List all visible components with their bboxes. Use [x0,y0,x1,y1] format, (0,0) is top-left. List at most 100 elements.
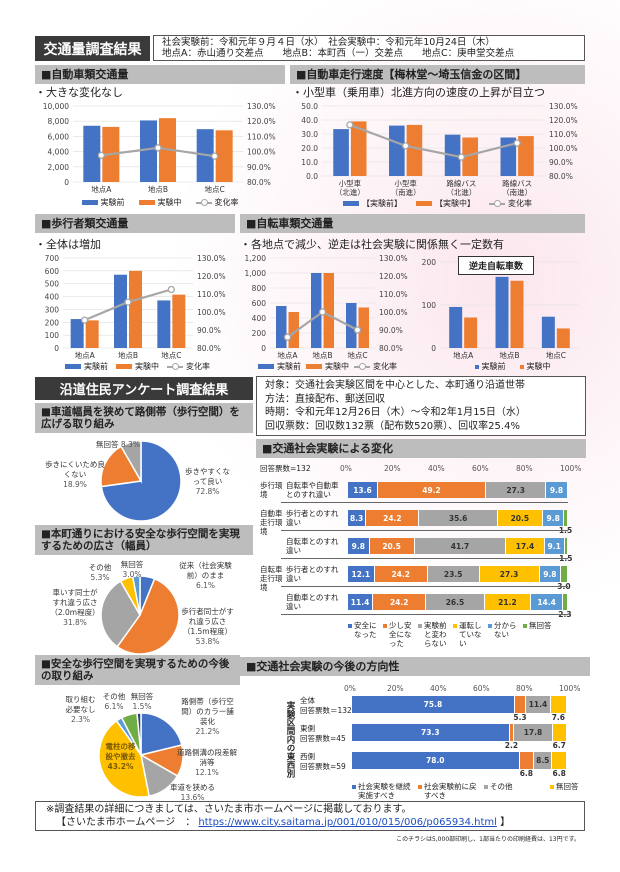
y-tick-label: 2,000 [48,163,70,172]
y-tick-label: 6,000 [48,132,70,141]
y2-tick-label: 120.0% [379,272,408,281]
legend-before: 実験前 [81,197,125,208]
row-sublabel: 回答票数＝132 [300,705,352,715]
stacked-segment: 11.4 [526,696,551,713]
survey-title: 沿道住民アンケート調査結果 [35,377,253,400]
x-category-label: 地点B [148,184,168,194]
pie3-chart [98,712,184,798]
car-speed-header: ■自動車走行速度【梅林堂～埼玉信金の区間】 [290,65,585,84]
stacked-segment: 1.5 [559,510,572,535]
y-tick-label: 200 [422,258,437,267]
change-chart: 回答票数=132 0% 20% 40% 60% 80% 100% 13.6 49.2 27.3 9.… [256,462,591,652]
legend-item: 分からない [488,621,517,648]
y-tick-label: 40.0 [301,116,318,125]
y-tick-label: 0 [431,344,436,353]
y-tick-label: 0 [261,344,266,353]
legend-during: 実験中 [519,361,551,372]
row-label: 西側 [300,751,315,761]
bar-before [449,306,463,348]
y2-tick-label: 100.0% [247,148,276,157]
stacked-legend: 社会実験を継続実施すべき 社会実験前に戻すべき その他 無回答 [352,782,610,800]
segment-value: 6.8 [552,769,566,778]
x-category-label: 小型車（北進） [335,178,365,197]
legend-item: 社会実験を継続実施すべき [352,782,412,800]
pie1-label-good: 歩きやすくなって良い 72.8% [185,467,230,496]
footer-note: ※調査結果の詳細につきましては、さいたま市ホームページに掲載しております。 [46,804,412,815]
x-tick-label: 20% [387,684,404,693]
stacked-segment: 8.3 [348,510,367,526]
bike-volume-legend: 実験前 実験中 変化率 [240,361,415,372]
legend-item: 社会実験前に戻すべき [418,782,478,800]
homepage-link[interactable]: https://www.city.saitama.jp/001/010/015/… [198,816,497,828]
stacked-segment: 27.3 [479,566,540,582]
rate-point [318,308,327,316]
bar-during [358,307,369,348]
bar-during [556,328,570,348]
rate-point [167,285,175,294]
bar-during [129,270,142,348]
stacked-segment: 6.7 [552,724,567,750]
rate-point [124,298,132,306]
pie-slice [116,577,180,655]
x-tick-label: 60% [473,684,490,693]
legend-before: 実験前 [258,361,301,372]
stacked-segment: 23.5 [427,566,480,582]
y-tick-label: 1,200 [245,254,267,263]
legend-rate: 変化率 [354,361,397,372]
stacked-segment: 17.8 [514,724,553,741]
stacked-segment: 9.8 [539,566,562,582]
bar-before [541,316,555,348]
car-volume-note: ・大きな変化なし [35,86,123,99]
x-category-label: 地点A [91,184,112,194]
y-tick-label: 4,000 [48,148,70,157]
row-divider [281,530,568,531]
pie-slice [100,580,141,648]
legend-item: その他 [484,782,544,800]
row-label: 自転車とのすれ違い [286,537,339,555]
y2-tick-label: 120.0% [549,116,578,125]
pie-slice [140,712,183,756]
row-label: 自転車や自動車とのすれ違い [286,481,339,499]
x-tick-label: 20% [384,464,401,473]
y2-tick-label: 120.0% [247,117,276,126]
y2-tick-label: 100.0% [379,308,408,317]
legend-before: 実験前 [474,361,506,372]
bar-during [323,273,334,348]
ped-volume-header: ■歩行者類交通量 [35,214,235,233]
bike-volume-note: ・各地点で減少、逆走は社会実験に関係無く一定数有 [240,238,504,251]
stacked-segment: 11.4 [348,594,374,610]
stacked-segment: 24.2 [373,594,427,610]
bar-during [215,130,233,182]
stacked-segment: 12.1 [348,566,375,582]
stacked-row: 12.1 24.2 23.5 27.3 9.8 3.0 [348,566,571,591]
future-chart: 0% 20% 40% 60% 80% 100% 75.8 5.3 11.4 7.6 全体 回答票数＝1… [240,682,590,800]
bar-during [85,320,99,348]
stacked-segment: 17.4 [506,538,545,554]
rate-point [283,333,292,341]
pie-slice [120,440,142,484]
footer-suffix: 】 [500,816,511,828]
y2-tick-label: 80.0% [379,344,403,353]
footer-link-line: 【さいたま市ホームページ ： https://www.city.saitama.… [46,817,574,830]
car-volume-legend: 実験前 実験中 変化率 [35,197,285,208]
y2-tick-label: 90.0% [247,163,271,172]
pie2-label-none: 無回答 3.0% [120,560,144,579]
row-divider [281,558,568,559]
x-category-label: 地点B [118,350,138,360]
pie2-label-current: 従来（社会実験前）のまま 6.1% [179,561,232,590]
row-group-label: 自転車走行環境 [260,565,283,592]
rate-point [346,121,354,129]
segment-value: 2.2 [504,741,519,750]
bar-before [114,274,127,348]
y-tick-label: 500 [45,280,60,289]
x-category-label: 路線バス（北進） [446,178,476,197]
row-label: 東側 [300,723,315,733]
stacked-segment: 3.0 [557,566,571,591]
pie3-label-pole: 電柱の移設や撤去 43.2% [105,742,136,771]
pie1-label-bad: 歩きにくいため良くない 18.9% [45,460,105,489]
y-tick-label: 100 [45,331,60,340]
x-category-label: 地点A [453,350,474,360]
x-category-label: 地点C [347,350,367,360]
x-tick-label: 0% [344,684,356,693]
y2-tick-label: 90.0% [197,326,221,335]
